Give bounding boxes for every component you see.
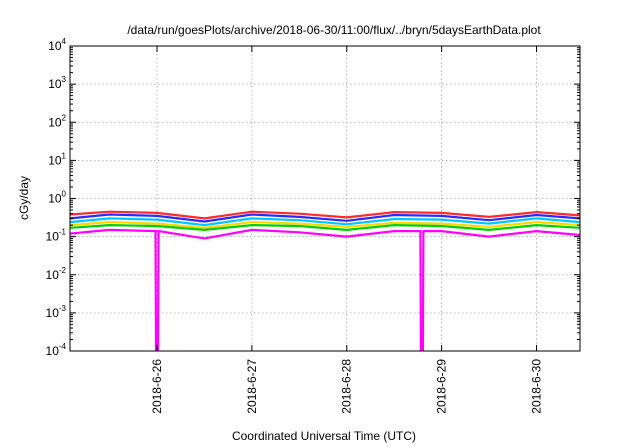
series-line-1 [70,213,580,223]
y-tick-label: 10-4 [46,342,67,358]
x-tick-label: 2018-6-29 [435,359,449,414]
y-tick-label: 102 [48,113,66,129]
series-line-5 [70,228,580,351]
y-tick-label: 100 [48,190,66,206]
y-axis-label: cGy/day [17,176,31,220]
y-tick-label: 103 [48,75,66,91]
x-tick-label: 2018-6-26 [150,359,164,414]
y-axis: 10-4 10-3 10-2 10-1 100 101 102 103 104 [46,37,580,358]
grid [70,45,580,352]
y-tick-label: 104 [48,37,66,53]
series-line-2 [70,217,580,227]
series-line-3 [70,220,580,229]
y-tick-label: 10-2 [46,266,67,282]
y-tick-label: 101 [48,151,66,167]
y-tick-label: 10-3 [46,304,67,320]
series-line-0 [70,210,580,220]
y-tick-label: 10-1 [46,228,67,244]
x-tick-label: 2018-6-27 [245,359,259,414]
x-axis: 2018-6-26 2018-6-27 2018-6-28 2018-6-29 2018… [150,46,544,414]
series-line-4 [70,223,580,232]
x-axis-label: Coordinated Universal Time (UTC) [232,429,416,443]
series-group [70,210,580,351]
x-tick-label: 2018-6-30 [530,359,544,414]
chart-title: /data/run/goesPlots/archive/2018-06-30/1… [127,23,541,37]
x-tick-label: 2018-6-28 [340,359,354,414]
